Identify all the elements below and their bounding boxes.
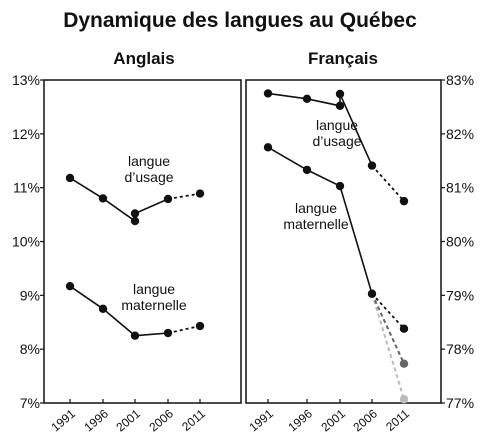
x-tick-label: 2001	[113, 406, 143, 434]
projection-point-langue-d-usage	[399, 196, 409, 206]
y-tick-label: 83%	[446, 72, 474, 88]
y-tick-label: 9%	[20, 287, 40, 303]
data-point-langue-d-usage	[263, 89, 273, 98]
y-tick-label: 80%	[446, 234, 474, 250]
projection-line-langue-maternelle	[167, 325, 201, 334]
data-point-langue-maternelle	[263, 143, 273, 152]
x-tick-label: 2011	[383, 406, 412, 434]
projection-line-langue-d-usage	[371, 164, 405, 202]
series-label-langue-d-usage: langue d’usage	[124, 153, 173, 185]
data-point-langue-d-usage	[130, 209, 140, 218]
data-point-langue-maternelle	[65, 281, 75, 291]
projection-line-langue-d-usage	[167, 192, 201, 200]
series-label-langue-maternelle: langue maternelle	[283, 200, 349, 232]
scenario-line	[371, 293, 405, 365]
x-tick-label: 1991	[48, 406, 78, 434]
y-tick-label: 78%	[446, 341, 474, 357]
y-tick-label: 10%	[12, 234, 40, 250]
data-point-langue-d-usage	[163, 194, 173, 204]
y-tick-label: 79%	[446, 287, 474, 303]
scenario-line	[371, 293, 405, 400]
y-tick-label: 12%	[12, 126, 40, 142]
data-point-langue-d-usage	[65, 173, 75, 183]
series-label-langue-d-usage: langue d’usage	[312, 117, 361, 149]
y-axis-anglais: 7% 8% 9% 10% 11% 12% 13%	[12, 72, 44, 411]
data-point-langue-d-usage	[335, 101, 345, 111]
data-point-langue-maternelle	[98, 304, 108, 313]
x-tick-label: 1996	[81, 406, 111, 434]
series-line-langue-maternelle	[69, 285, 169, 337]
data-point-langue-d-usage	[130, 216, 140, 226]
data-point-langue-maternelle	[367, 289, 377, 298]
y-tick-label: 13%	[12, 72, 40, 88]
panel-title-francais: Français	[308, 49, 378, 68]
chart-title: Dynamique des langues au Québec	[63, 9, 417, 32]
y-tick-label: 77%	[446, 395, 474, 411]
y-tick-label: 82%	[446, 126, 474, 142]
projection-line-langue-maternelle	[371, 293, 405, 330]
x-tick-label: 2006	[350, 406, 380, 434]
x-tick-label: 1996	[285, 406, 315, 434]
data-point-langue-d-usage	[98, 194, 108, 203]
data-point-langue-d-usage	[335, 89, 345, 99]
series-labels-anglais: langue d’usage langue maternelle	[121, 153, 187, 313]
data-point-langue-maternelle	[163, 328, 173, 338]
data-point-langue-d-usage	[302, 94, 312, 104]
projection-point-langue-d-usage	[195, 189, 205, 198]
data-point-langue-maternelle	[335, 181, 345, 191]
series-francais	[263, 89, 409, 404]
x-axis-francais: 1991 1996 2001 2006 2011	[246, 399, 412, 434]
series-labels-francais: langue d’usage langue maternelle	[283, 117, 361, 232]
panel-title-anglais: Anglais	[113, 49, 174, 68]
x-tick-label: 2011	[179, 406, 208, 434]
projection-point-langue-maternelle	[399, 324, 409, 333]
data-point-langue-d-usage	[367, 161, 377, 170]
y-tick-label: 11%	[13, 180, 40, 196]
data-point-langue-maternelle	[302, 165, 312, 175]
x-axis-anglais: 1991 1996 2001 2006 2011	[48, 399, 208, 434]
projection-point-langue-maternelle	[195, 321, 205, 331]
x-tick-label: 1991	[246, 406, 276, 434]
panel-frame-anglais	[43, 79, 242, 404]
x-tick-label: 2001	[318, 406, 348, 434]
scenario-point	[399, 395, 409, 404]
y-tick-label: 7%	[20, 395, 40, 411]
series-anglais	[65, 173, 205, 340]
y-tick-label: 81%	[446, 180, 474, 196]
series-label-langue-maternelle: langue maternelle	[121, 281, 187, 313]
x-tick-label: 2006	[146, 406, 176, 434]
y-axis-francais: 77% 78% 79% 80% 81% 82% 83%	[441, 72, 474, 411]
data-point-langue-maternelle	[130, 331, 140, 340]
y-tick-label: 8%	[20, 341, 40, 357]
series-line-langue-maternelle	[267, 146, 373, 294]
scenario-point	[399, 359, 409, 368]
